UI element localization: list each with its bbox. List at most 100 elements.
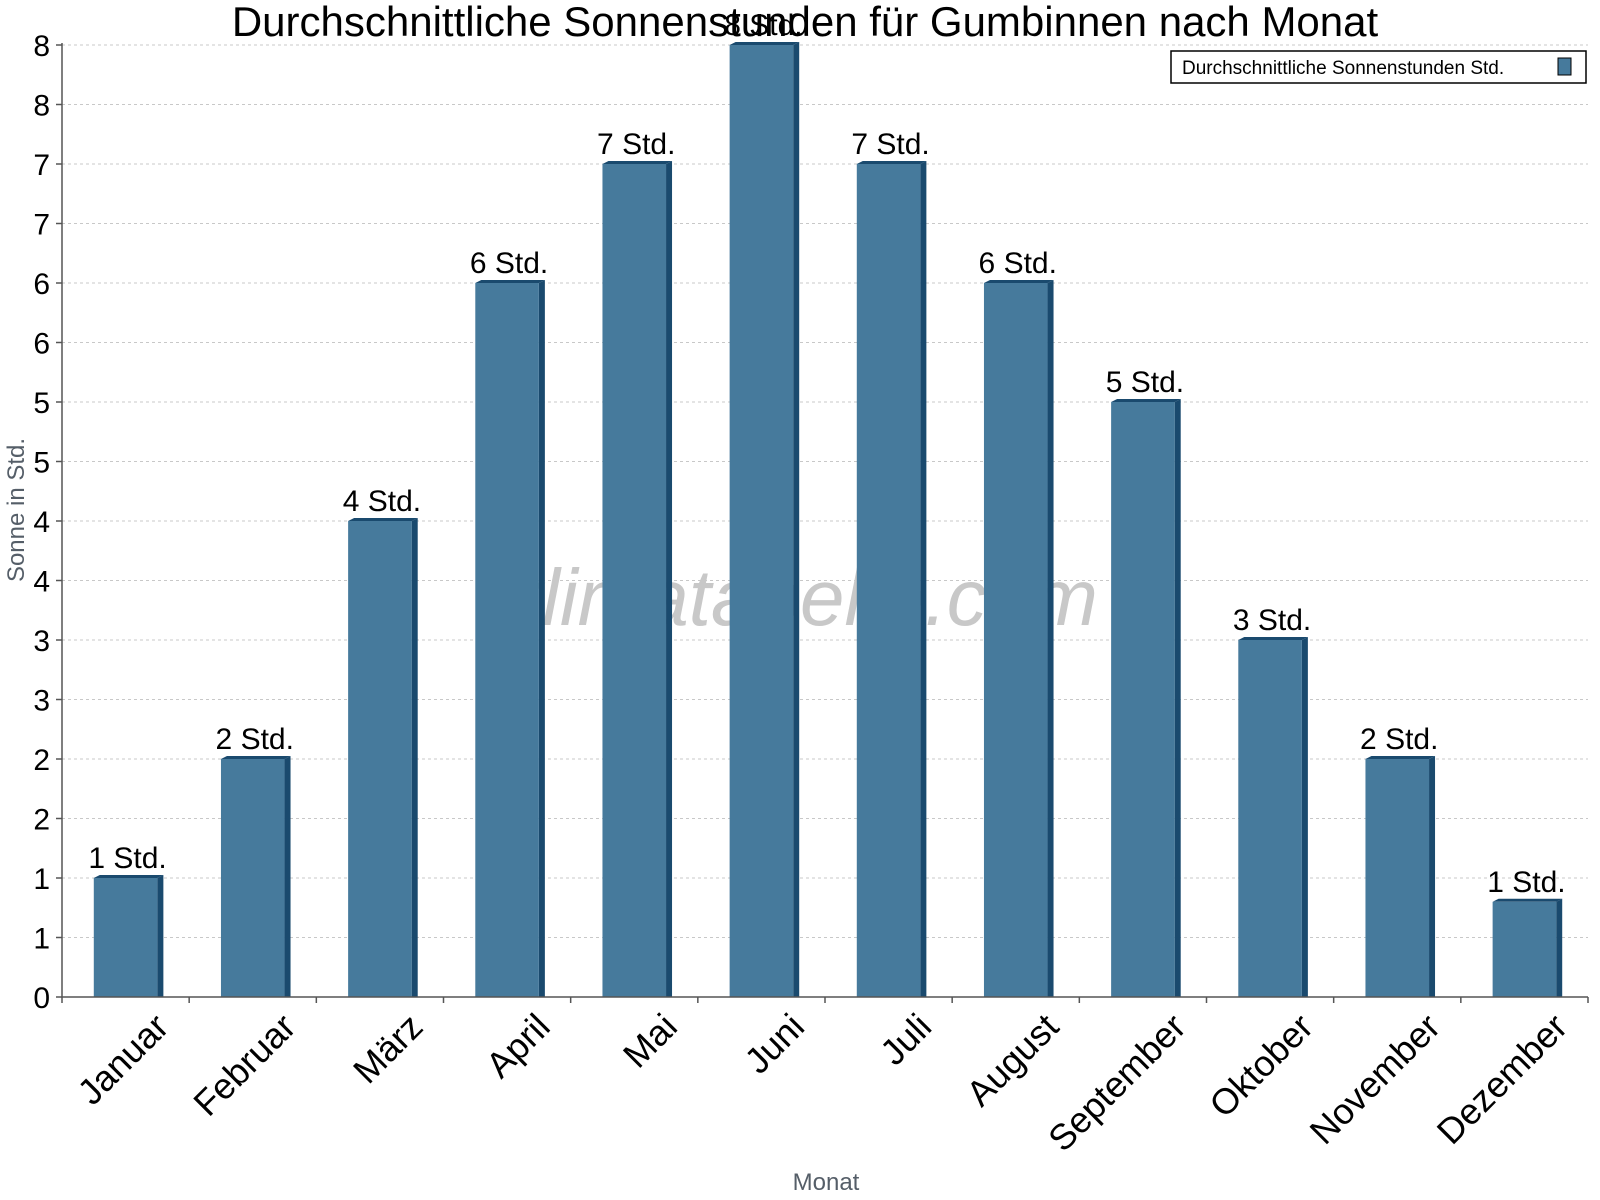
axes	[61, 43, 1588, 998]
bar-top	[983, 280, 1054, 283]
bar	[602, 161, 673, 997]
y-tick-label: 6	[33, 328, 50, 361]
bar-side	[157, 875, 164, 997]
bars: 1 Std. 2 Std. 4 Std. 6 Std. 7 Std. 8 Std. 7 St…	[88, 9, 1566, 997]
y-tick-label: 3	[33, 685, 50, 718]
bar-side	[1047, 280, 1054, 997]
x-axis-label: Monat	[793, 1169, 860, 1196]
bar-side	[1301, 637, 1308, 997]
y-tick-label: 8	[33, 30, 50, 63]
y-axis-ticks: 0 1 1 2 2 3 3 4 4 5 5 6 6 7 7 8 8	[33, 30, 62, 1015]
data-label: 4 Std.	[343, 485, 421, 518]
bar-side	[1429, 756, 1436, 997]
x-axis-ticks: Januar Februar März April Mai Juni Juli AugustS…	[61, 997, 1589, 1160]
bar-top	[856, 161, 927, 164]
bar-front	[729, 45, 794, 997]
y-tick-label: 3	[33, 625, 50, 658]
x-tick-label: Juli	[872, 1006, 939, 1073]
bar-top	[93, 875, 164, 878]
bar-top	[220, 756, 291, 759]
legend-swatch	[1557, 57, 1572, 76]
y-tick-label: 4	[33, 506, 50, 539]
bar-top	[1111, 399, 1181, 402]
legend-entry-label: Durchschnittliche Sonnenstunden Std.	[1182, 58, 1504, 79]
y-tick-label: 1	[33, 863, 50, 896]
bar	[1238, 637, 1308, 997]
data-label: 1 Std.	[1487, 866, 1565, 899]
data-label: 8 Std.	[724, 9, 802, 42]
bar-top	[1492, 898, 1563, 902]
bar-front	[475, 283, 539, 997]
x-tick-label: September	[1040, 1006, 1194, 1160]
bar-top	[1365, 756, 1436, 759]
data-label: 6 Std.	[979, 247, 1057, 280]
y-tick-label: 1	[33, 923, 50, 956]
bar-top	[348, 518, 418, 521]
bar	[729, 42, 800, 997]
bar-front	[220, 759, 285, 997]
y-tick-label: 6	[33, 268, 50, 301]
x-tick-label: Dezember	[1429, 1006, 1575, 1152]
bar	[1492, 898, 1563, 997]
bar-front	[1492, 901, 1557, 997]
bar	[348, 518, 418, 997]
x-tick-label: November	[1301, 1006, 1447, 1152]
y-tick-label: 2	[33, 804, 50, 837]
x-tick-label: Juni	[736, 1006, 812, 1082]
bar-front	[93, 878, 158, 997]
x-tick-label: April	[478, 1006, 558, 1086]
bar	[220, 756, 291, 997]
data-label: 1 Std.	[88, 842, 166, 875]
bar-front	[856, 164, 921, 997]
data-label: 2 Std.	[216, 723, 294, 756]
legend: Durchschnittliche Sonnenstunden Std.	[1170, 50, 1587, 84]
y-axis-label: Sonne in Std.	[3, 438, 30, 582]
y-tick-label: 5	[33, 447, 50, 480]
bar-front	[602, 164, 667, 997]
bar-top	[602, 161, 673, 164]
bar-side	[1556, 898, 1563, 997]
bar	[1365, 756, 1436, 997]
bar-side	[538, 280, 545, 997]
x-tick-label: Januar	[69, 1006, 176, 1113]
y-tick-label: 5	[33, 387, 50, 420]
bar-front	[1365, 759, 1430, 997]
x-tick-label: Oktober	[1201, 1006, 1321, 1126]
bar	[856, 161, 927, 997]
bar	[983, 280, 1054, 997]
bar-front	[348, 521, 412, 997]
bar-top	[475, 280, 545, 283]
data-label: 6 Std.	[470, 247, 548, 280]
bar-front	[1238, 640, 1302, 997]
bar-side	[666, 161, 673, 997]
bar-front	[983, 283, 1048, 997]
x-tick-label: Mai	[615, 1006, 685, 1076]
y-tick-label: 0	[33, 982, 50, 1015]
y-tick-label: 8	[33, 90, 50, 123]
bar	[93, 875, 164, 997]
data-label: 7 Std.	[597, 128, 675, 161]
bar	[475, 280, 545, 997]
data-label: 2 Std.	[1360, 723, 1438, 756]
bar-side	[793, 42, 800, 997]
gridlines	[62, 44, 1588, 938]
chart-title: Durchschnittliche Sonnenstunden für Gumb…	[232, 0, 1379, 45]
y-tick-label: 2	[33, 744, 50, 777]
bar-top	[729, 42, 800, 45]
bar-side	[920, 161, 927, 997]
bar-side	[1174, 399, 1181, 997]
data-label: 7 Std.	[851, 128, 929, 161]
bar-top	[1238, 637, 1308, 640]
y-tick-label: 7	[33, 209, 50, 242]
y-tick-label: 7	[33, 149, 50, 182]
bar-front	[1111, 402, 1175, 997]
data-label: 3 Std.	[1233, 604, 1311, 637]
bar-side	[411, 518, 418, 997]
bar-side	[284, 756, 291, 997]
x-tick-label: August	[958, 1006, 1066, 1114]
y-tick-label: 4	[33, 566, 50, 599]
data-label: 5 Std.	[1106, 366, 1184, 399]
bar	[1111, 399, 1181, 997]
x-tick-label: Februar	[185, 1006, 303, 1124]
